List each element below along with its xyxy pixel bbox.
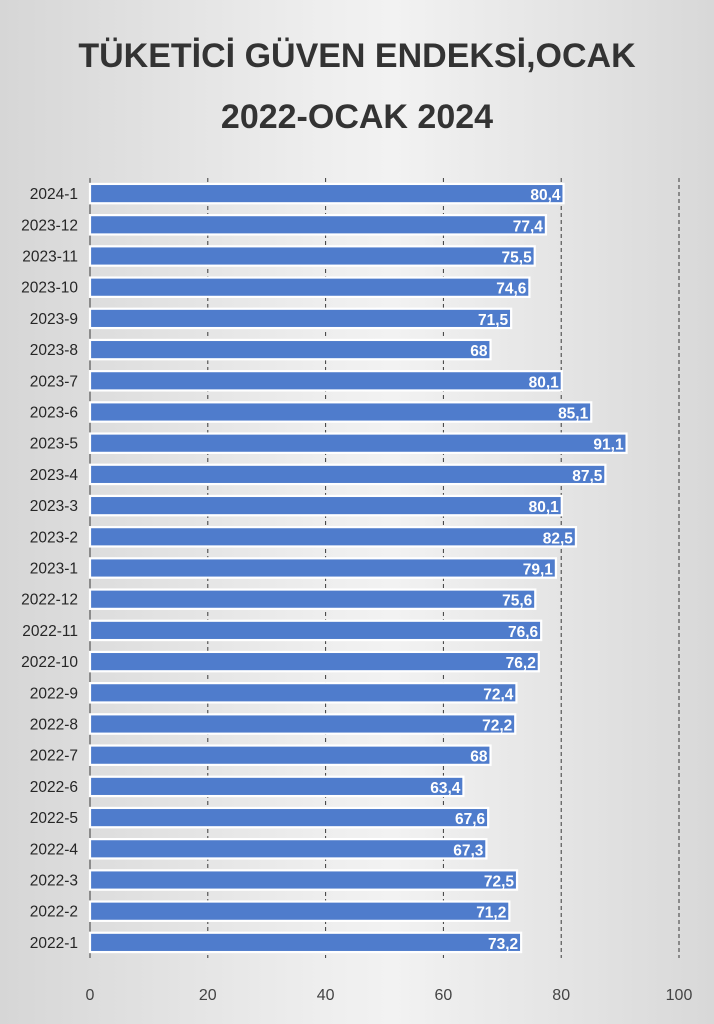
category-label: 2023-2 — [30, 529, 78, 546]
category-label: 2022-4 — [30, 841, 79, 858]
bar-2024-1 — [88, 182, 565, 205]
bar-2023-1 — [88, 557, 557, 579]
x-tick-label: 80 — [552, 987, 570, 1004]
bar-2022-1 — [88, 931, 523, 954]
data-label: 72,5 — [484, 874, 515, 891]
x-tick-label: 60 — [435, 987, 453, 1004]
category-label: 2024-1 — [30, 186, 78, 203]
data-label: 80,1 — [529, 499, 560, 516]
bar-2022-5 — [88, 806, 490, 829]
category-label: 2022-5 — [30, 810, 78, 827]
data-label: 72,2 — [482, 718, 512, 735]
category-label: 2023-4 — [30, 467, 79, 484]
data-label: 68 — [470, 749, 488, 766]
bar-2023-6 — [88, 401, 593, 423]
bar-2022-4 — [88, 838, 488, 860]
x-tick-label: 20 — [199, 987, 217, 1004]
bar-2023-11 — [88, 245, 536, 267]
bar-2022-2 — [88, 900, 511, 922]
data-label: 73,2 — [488, 936, 518, 953]
category-label: 2022-3 — [30, 873, 78, 890]
category-label: 2022-12 — [21, 592, 78, 609]
bar-2023-12 — [88, 214, 547, 236]
category-label: 2022-7 — [30, 748, 78, 765]
chart-title-line-2: 2022-OCAK 2024 — [221, 98, 493, 136]
category-label: 2023-1 — [30, 561, 78, 578]
bar-2022-11 — [88, 619, 543, 642]
category-label: 2022-10 — [21, 654, 78, 671]
category-label: 2023-9 — [30, 311, 78, 328]
data-label: 75,5 — [502, 250, 533, 267]
category-label: 2023-8 — [30, 342, 78, 359]
bar-2023-8 — [88, 338, 492, 361]
bars — [88, 182, 628, 954]
bar-2023-7 — [88, 370, 563, 392]
category-label: 2022-11 — [22, 623, 78, 640]
category-label: 2023-12 — [21, 217, 78, 234]
chart-title-line-1: TÜKETİCİ GÜVEN ENDEKSİ,OCAK — [78, 37, 636, 75]
x-tick-labels: 0 20 40 60 80 100 — [86, 987, 693, 1004]
category-label: 2023-7 — [30, 373, 78, 390]
bar-2022-3 — [88, 869, 519, 891]
category-label: 2022-6 — [30, 779, 78, 796]
data-label: 82,5 — [543, 530, 574, 547]
data-label: 63,4 — [430, 780, 461, 797]
category-label: 2022-9 — [30, 685, 78, 702]
category-label: 2023-6 — [30, 405, 78, 422]
data-label: 80,1 — [529, 374, 560, 391]
bar-2022-7 — [88, 744, 492, 766]
category-label: 2023-10 — [21, 280, 78, 297]
data-label: 68 — [470, 343, 488, 360]
data-label: 74,6 — [496, 281, 527, 298]
category-labels: 2024-1 2023-12 2023-11 2023-10 2023-9 2023-8 2… — [21, 186, 78, 952]
bar-2022-6 — [88, 775, 465, 798]
data-label: 75,6 — [502, 593, 533, 610]
data-label: 71,2 — [476, 905, 506, 922]
bar-2023-2 — [88, 526, 578, 548]
data-label: 79,1 — [523, 562, 554, 579]
data-label: 77,4 — [513, 218, 544, 235]
x-tick-label: 100 — [666, 987, 693, 1004]
data-label: 71,5 — [478, 312, 509, 329]
data-label: 80,4 — [530, 187, 561, 204]
category-label: 2023-5 — [30, 436, 78, 453]
data-label: 72,4 — [483, 686, 514, 703]
x-tick-label: 40 — [317, 987, 335, 1004]
bar-2022-10 — [88, 650, 540, 673]
bar-2023-10 — [88, 276, 531, 298]
category-label: 2022-2 — [30, 904, 78, 921]
data-labels: 80,4 77,4 75,5 74,6 71,5 68 80,1 85,191,1 87,5 80… — [430, 187, 624, 953]
data-label: 67,6 — [455, 811, 486, 828]
category-label: 2022-8 — [30, 717, 78, 734]
category-label: 2023-11 — [22, 249, 78, 266]
bar-2022-9 — [88, 682, 518, 704]
data-label: 85,1 — [558, 406, 589, 423]
bar-2023-3 — [88, 494, 563, 517]
x-tick-label: 0 — [86, 987, 95, 1004]
data-label: 91,1 — [593, 437, 624, 454]
data-label: 87,5 — [572, 468, 603, 485]
bar-2022-8 — [88, 713, 517, 735]
bar-2023-9 — [88, 307, 513, 330]
data-label: 76,6 — [508, 624, 539, 641]
category-label: 2022-1 — [30, 935, 78, 952]
bar-2022-12 — [88, 588, 537, 610]
data-label: 67,3 — [453, 842, 484, 859]
bar-2023-5 — [88, 432, 628, 454]
data-label: 76,2 — [506, 655, 536, 672]
bar-2023-4 — [88, 463, 607, 486]
category-label: 2023-3 — [30, 498, 78, 515]
